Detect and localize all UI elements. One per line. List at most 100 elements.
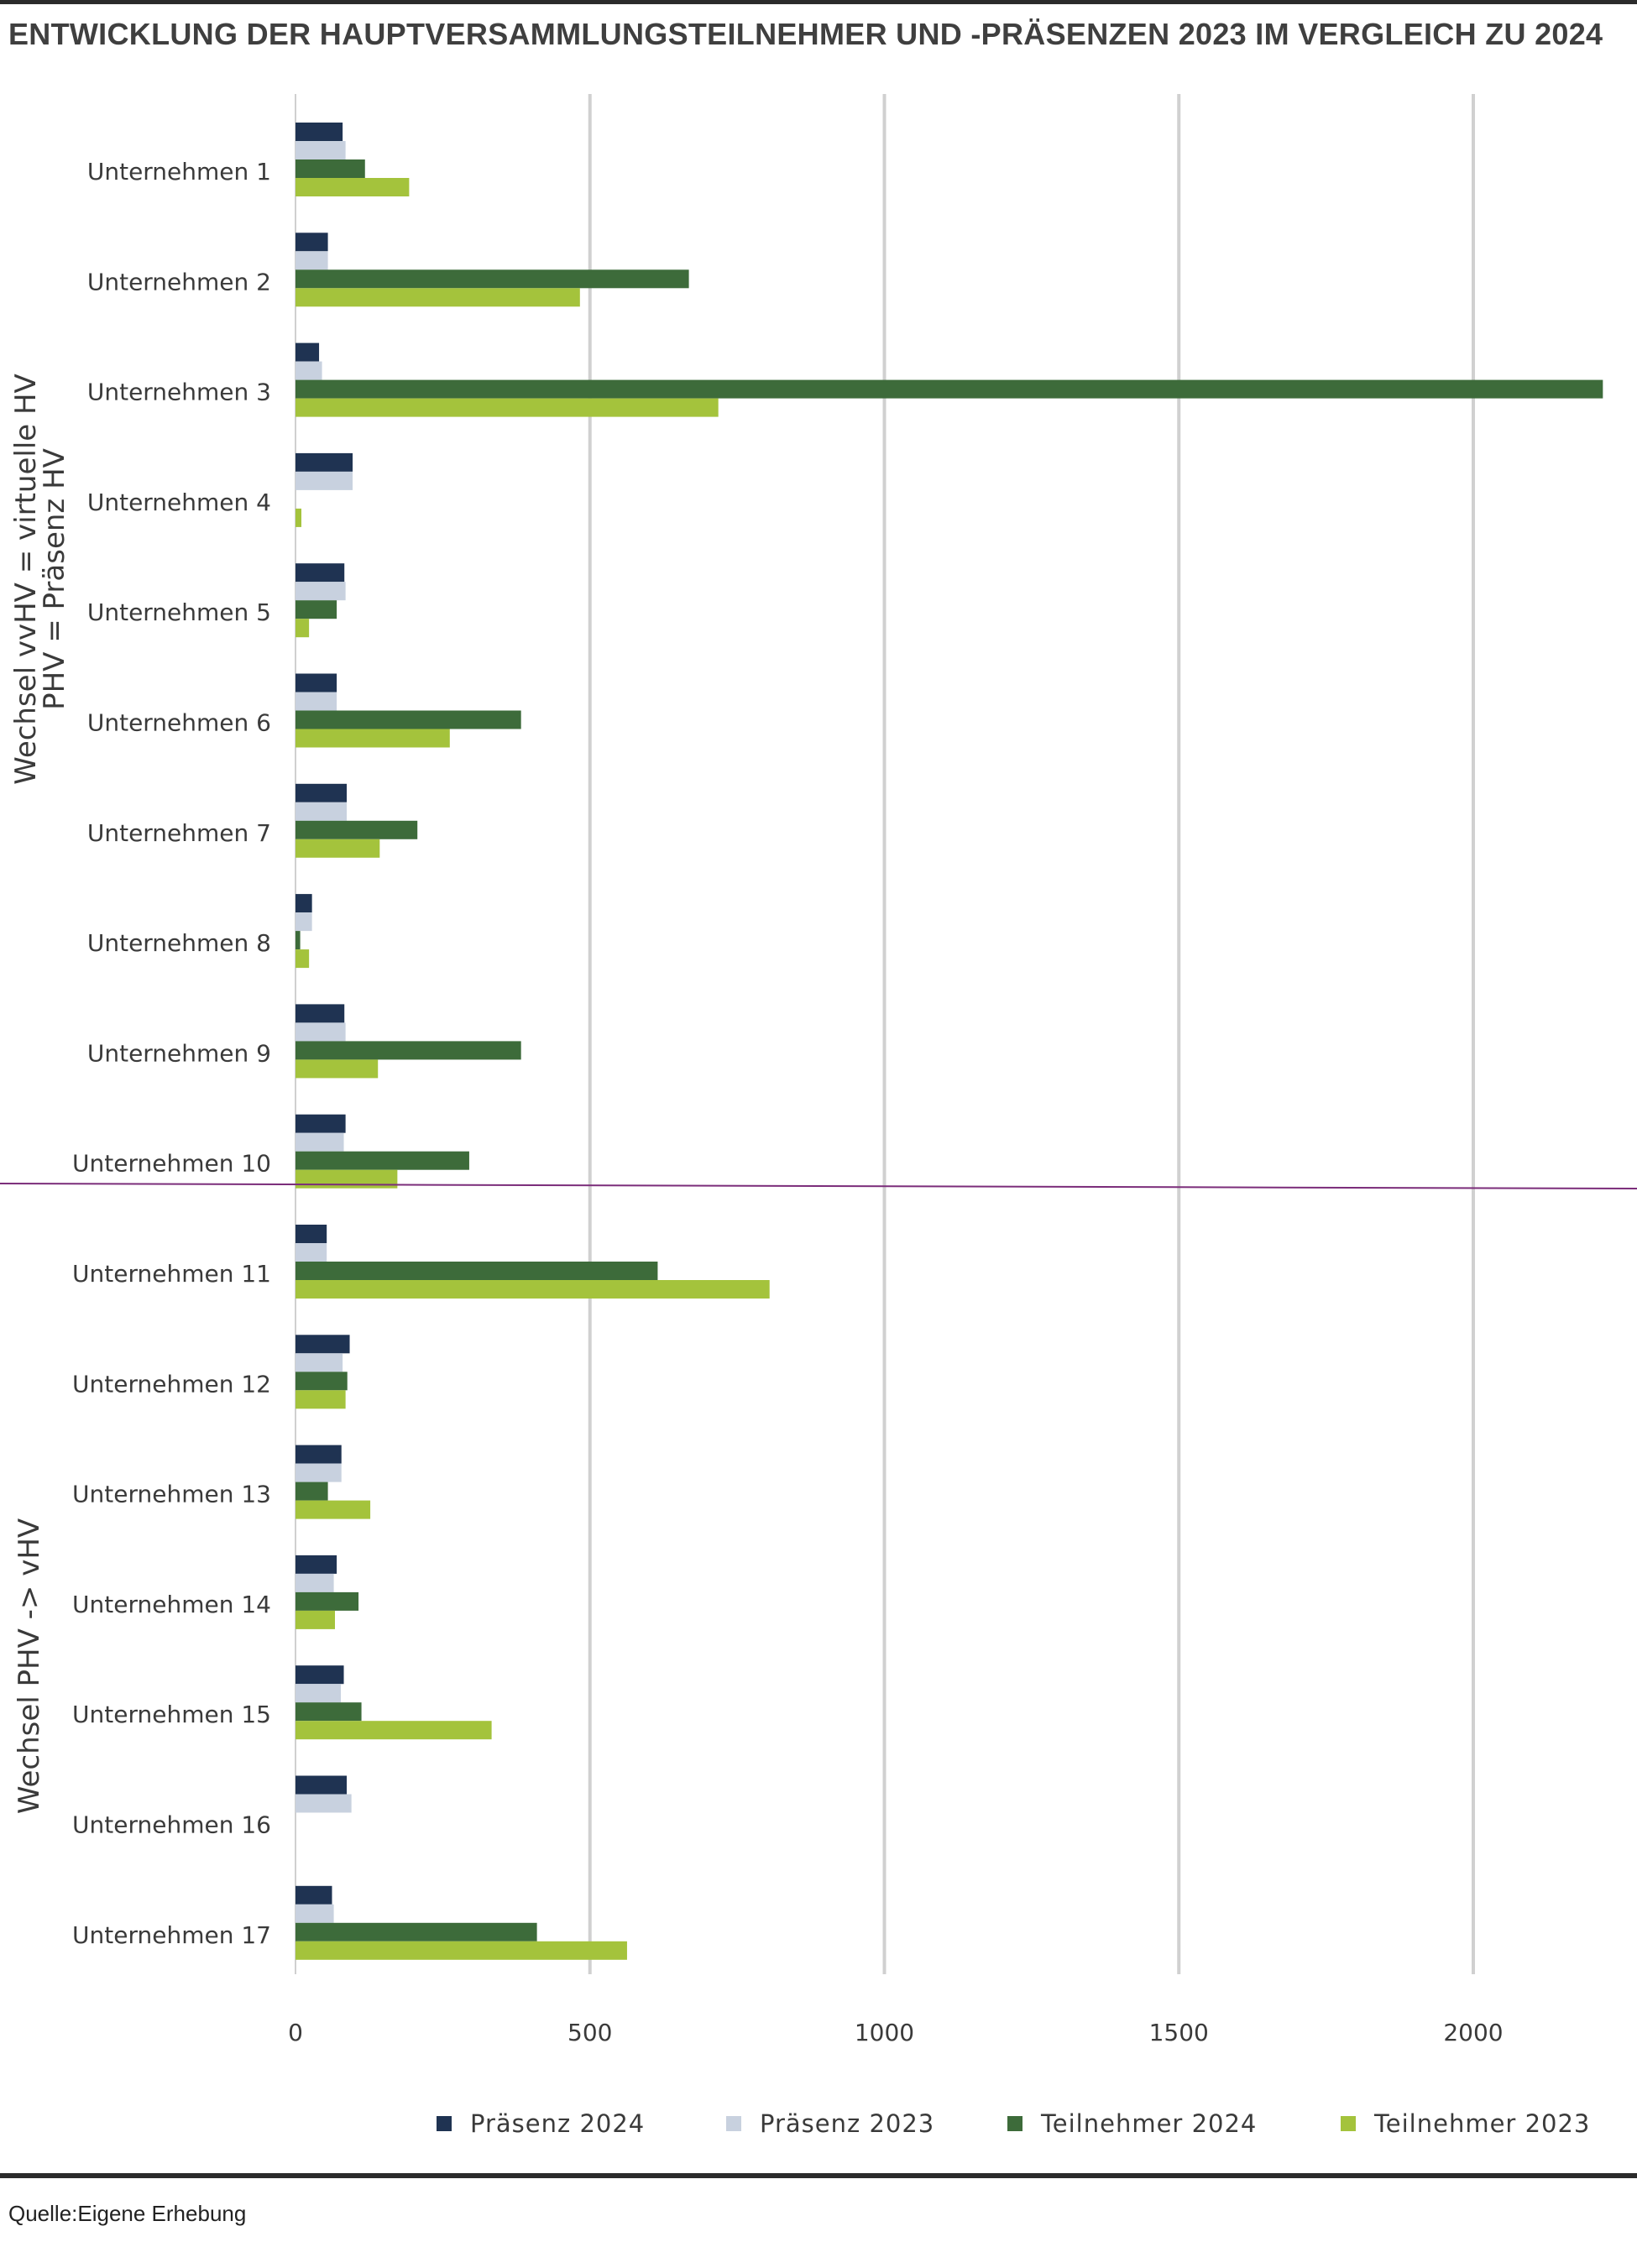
x-tick-labels: 0 500 1000 1500 2000 [288,2019,1504,2046]
chart-title: ENTWICKLUNG DER HAUPTVERSAMMLUNGSTEILNEH… [8,17,1603,51]
bar-14-series-1 [295,1555,337,1574]
bars [295,123,1603,1960]
category-label: Unternehmen 15 [72,1701,271,1728]
category-label: Unternehmen 4 [87,489,271,516]
category-label: Unternehmen 3 [87,379,271,406]
bar-17-series-2 [295,1904,334,1923]
legend-label: Teilnehmer 2024 [1040,2109,1257,2138]
legend-label: Präsenz 2024 [470,2109,645,2138]
bar-5-series-2 [295,582,346,601]
bar-12-series-3 [295,1372,348,1391]
bar-13-series-3 [295,1482,328,1501]
legend-label: Präsenz 2023 [760,2109,934,2138]
category-label: Unternehmen 6 [87,709,271,737]
category-label: Unternehmen 7 [87,819,271,847]
bar-15-series-1 [295,1665,344,1685]
bar-8-series-1 [295,894,312,913]
bar-3-series-1 [295,342,320,362]
bar-6-series-3 [295,710,521,729]
bar-15-series-3 [295,1702,362,1722]
legend-item: Präsenz 2024 [437,2109,645,2138]
bar-11-series-3 [295,1262,658,1280]
category-label: Unternehmen 14 [72,1591,271,1618]
bar-6-series-2 [295,692,337,711]
bar-14-series-3 [295,1591,359,1611]
bar-1-series-4 [295,178,410,196]
bar-17-series-1 [295,1885,332,1905]
x-tick-label: 1500 [1149,2019,1209,2046]
bar-14-series-2 [295,1573,334,1592]
bar-17-series-3 [295,1922,537,1941]
bar-13-series-1 [295,1445,342,1464]
category-label: Unternehmen 17 [72,1921,271,1949]
legend-item: Teilnehmer 2024 [1007,2109,1257,2138]
bar-6-series-4 [295,729,450,748]
bar-16-series-2 [295,1794,352,1813]
bar-12-series-1 [295,1335,350,1354]
bar-5-series-4 [295,619,310,638]
category-label: Unternehmen 2 [87,268,271,295]
bar-3-series-4 [295,398,719,417]
legend: Präsenz 2024 Präsenz 2023 Teilnehmer 2024 T… [437,2109,1590,2138]
bar-10-series-2 [295,1132,344,1152]
bar-5-series-3 [295,600,337,619]
bar-4-series-4 [295,508,302,527]
legend-swatch [1007,2116,1022,2131]
bar-3-series-2 [295,361,322,380]
bar-1-series-2 [295,141,346,159]
legend-item: Teilnehmer 2023 [1341,2109,1590,2138]
bar-13-series-2 [295,1463,342,1482]
category-label: Unternehmen 10 [72,1150,271,1178]
legend-swatch [437,2116,452,2131]
bar-1-series-3 [295,159,365,178]
x-tick-label: 0 [288,2019,303,2046]
bar-8-series-4 [295,949,310,969]
bar-9-series-3 [295,1041,521,1060]
x-tick-label: 2000 [1443,2019,1503,2046]
bar-11-series-1 [295,1225,327,1243]
category-label: Unternehmen 13 [72,1481,271,1508]
x-tick-label: 500 [567,2019,612,2046]
bar-7-series-2 [295,802,348,821]
category-labels: Unternehmen 1 Unternehmen 2 Unternehmen 3 U… [72,158,271,1949]
legend-swatch [1341,2116,1356,2131]
bar-16-series-1 [295,1775,348,1795]
bar-3-series-3 [295,379,1603,399]
bar-7-series-1 [295,783,348,802]
group-label: Wechsel vvHV = virtuelle HV [9,374,43,785]
bar-4-series-1 [295,452,353,472]
category-label: Unternehmen 9 [87,1039,271,1067]
bar-17-series-4 [295,1941,627,1960]
bar-1-series-1 [295,123,343,141]
bar-2-series-4 [295,288,580,307]
bar-5-series-1 [295,563,345,583]
category-label: Unternehmen 16 [72,1811,271,1839]
bar-4-series-2 [295,471,353,490]
group-label: Wechsel PHV -> vHV [13,1518,46,1814]
category-label: Unternehmen 5 [87,598,271,626]
bar-2-series-2 [295,251,328,270]
category-label: Unternehmen 1 [87,158,271,186]
bar-11-series-2 [295,1243,327,1262]
bar-8-series-2 [295,912,312,932]
category-label: Unternehmen 11 [72,1260,271,1288]
bar-10-series-3 [295,1151,469,1170]
bar-9-series-4 [295,1059,379,1079]
top-rule [0,0,1637,4]
bottom-rule [0,2173,1637,2178]
bar-15-series-2 [295,1684,342,1703]
x-tick-label: 1000 [855,2019,914,2046]
group-label: PHV = Präsenz HV [38,448,71,710]
category-label: Unternehmen 12 [72,1370,271,1398]
bar-chart: Unternehmen 1 Unternehmen 2 Unternehmen 3 U… [0,94,1637,2138]
legend-item: Präsenz 2023 [726,2109,934,2138]
gridlines [295,94,1475,1974]
bar-11-series-4 [295,1280,770,1299]
bar-7-series-3 [295,820,418,839]
legend-label: Teilnehmer 2023 [1373,2109,1590,2138]
bar-7-series-4 [295,839,380,858]
bar-10-series-1 [295,1114,346,1133]
bar-2-series-3 [295,269,689,289]
bar-8-series-3 [295,931,301,950]
